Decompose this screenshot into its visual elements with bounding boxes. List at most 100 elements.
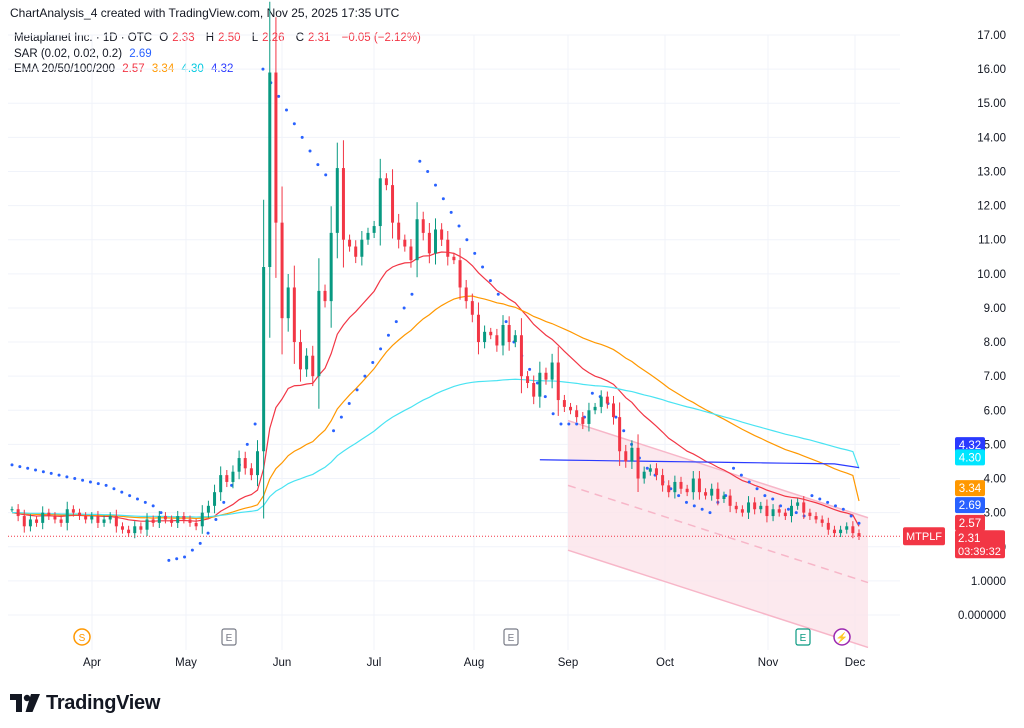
candle-body <box>372 226 376 233</box>
candle-body <box>35 519 39 523</box>
sar-dot <box>857 521 861 525</box>
x-tick-label: Aug <box>464 657 484 669</box>
sar-dot <box>473 251 477 255</box>
sar-dot <box>73 477 77 481</box>
candle-body <box>753 502 757 510</box>
sar-dot <box>645 466 649 470</box>
y-tick-label: 17.00 <box>977 30 1006 42</box>
sar-dot <box>135 497 139 501</box>
price-chart[interactable]: 17.00 16.00 15.00 14.00 13.00 12.00 11.00 10.00… <box>0 0 1024 690</box>
time-axis: Apr May Jun Jul Aug Sep Oct Nov Dec <box>83 657 865 669</box>
y-tick-label: 14.00 <box>977 132 1006 144</box>
candle-body <box>814 516 818 520</box>
sar-dot <box>771 497 775 501</box>
sar-dot <box>543 395 547 399</box>
y-tick-label: 10.00 <box>977 269 1006 281</box>
price-tag <box>955 514 985 531</box>
candle-body <box>133 526 137 534</box>
candle-body <box>96 516 100 523</box>
earnings-event-icon <box>221 628 237 646</box>
sar-dot <box>190 548 194 552</box>
candle-body <box>538 372 542 397</box>
x-tick-label: Sep <box>558 657 578 669</box>
candle-body <box>286 287 290 319</box>
candle-body <box>839 529 843 534</box>
candle-body <box>618 417 622 452</box>
sar-dot <box>590 391 594 395</box>
candle-body <box>434 229 437 254</box>
candle-body <box>771 509 775 517</box>
split-event-label: S <box>79 633 86 644</box>
candle-body <box>734 505 738 510</box>
candle-body <box>341 168 345 240</box>
price-tag-label: 4.30 <box>959 452 981 464</box>
open-label: O <box>159 32 169 44</box>
candle-body <box>691 478 695 493</box>
price-axis: 17.00 16.00 15.00 14.00 13.00 12.00 11.00 10.00… <box>958 30 1006 622</box>
tradingview-logo[interactable]: TradingView <box>10 690 160 716</box>
candle-body <box>163 516 167 520</box>
candle-body <box>108 516 112 520</box>
sar-legend-row[interactable]: SAR (0.02, 0.02, 0.2) 2.69 <box>14 47 425 63</box>
sar-value: 2.69 <box>129 47 152 60</box>
candle-body <box>151 519 155 523</box>
candle-body <box>440 229 444 240</box>
sar-dot <box>559 422 563 426</box>
price-tag-label: 3.34 <box>959 483 982 495</box>
candle-body <box>587 410 591 424</box>
candle-body <box>329 232 333 302</box>
candle-body <box>90 516 94 520</box>
y-tick-label: 4.00 <box>984 474 1006 486</box>
candle-body <box>661 475 665 486</box>
y-tick-label: 16.00 <box>977 64 1006 76</box>
y-tick-label: 1.0000 <box>971 576 1006 588</box>
candle-body <box>219 475 223 493</box>
sar-dot <box>175 557 179 561</box>
sar-dot <box>49 471 53 475</box>
low-label: L <box>251 32 259 44</box>
sar-dot <box>347 401 351 405</box>
candle-body <box>157 516 161 523</box>
sar-dot <box>386 333 390 337</box>
candle-body <box>765 505 769 517</box>
sar-dot <box>183 555 187 559</box>
candle-body <box>16 509 20 517</box>
candle-body <box>71 509 75 513</box>
candle-body <box>489 331 493 336</box>
sar-dot <box>96 482 100 486</box>
sar-dot <box>739 473 743 477</box>
price-tag <box>955 497 985 514</box>
sar-label: SAR (0.02, 0.02, 0.2) <box>14 47 123 60</box>
y-tick-label: 13.00 <box>977 166 1006 178</box>
sar-dot <box>841 507 845 511</box>
candle-body <box>470 301 474 315</box>
candle-body <box>280 222 284 319</box>
y-tick-label: 0.000000 <box>958 610 1006 622</box>
candle-body <box>476 314 480 343</box>
sar-dot <box>363 374 367 378</box>
sar-dot <box>818 497 822 501</box>
candle-body <box>483 331 487 343</box>
sar-dot <box>763 494 767 498</box>
countdown-label: 03:39:32 <box>958 546 1001 558</box>
price-tag <box>955 437 985 454</box>
candle-body <box>114 516 118 527</box>
candle-body <box>624 451 628 462</box>
y-tick-label: 9.00 <box>984 303 1006 315</box>
sar-dot <box>779 504 783 508</box>
earnings-event-label: E <box>800 633 807 644</box>
candle-body <box>354 246 358 257</box>
candle-body <box>759 505 763 510</box>
sar-dot <box>339 415 343 419</box>
candle-body <box>243 458 247 469</box>
last-price-label: 2.31 <box>958 533 980 545</box>
candle-body <box>519 335 523 377</box>
candle-body <box>262 267 266 452</box>
sar-dot <box>324 173 328 177</box>
candle-body <box>857 533 861 537</box>
candle-body <box>740 509 744 513</box>
candlesticks <box>10 1 861 540</box>
ema200-line <box>539 459 860 469</box>
x-tick-label: May <box>175 657 197 669</box>
sar-dot <box>394 320 398 324</box>
